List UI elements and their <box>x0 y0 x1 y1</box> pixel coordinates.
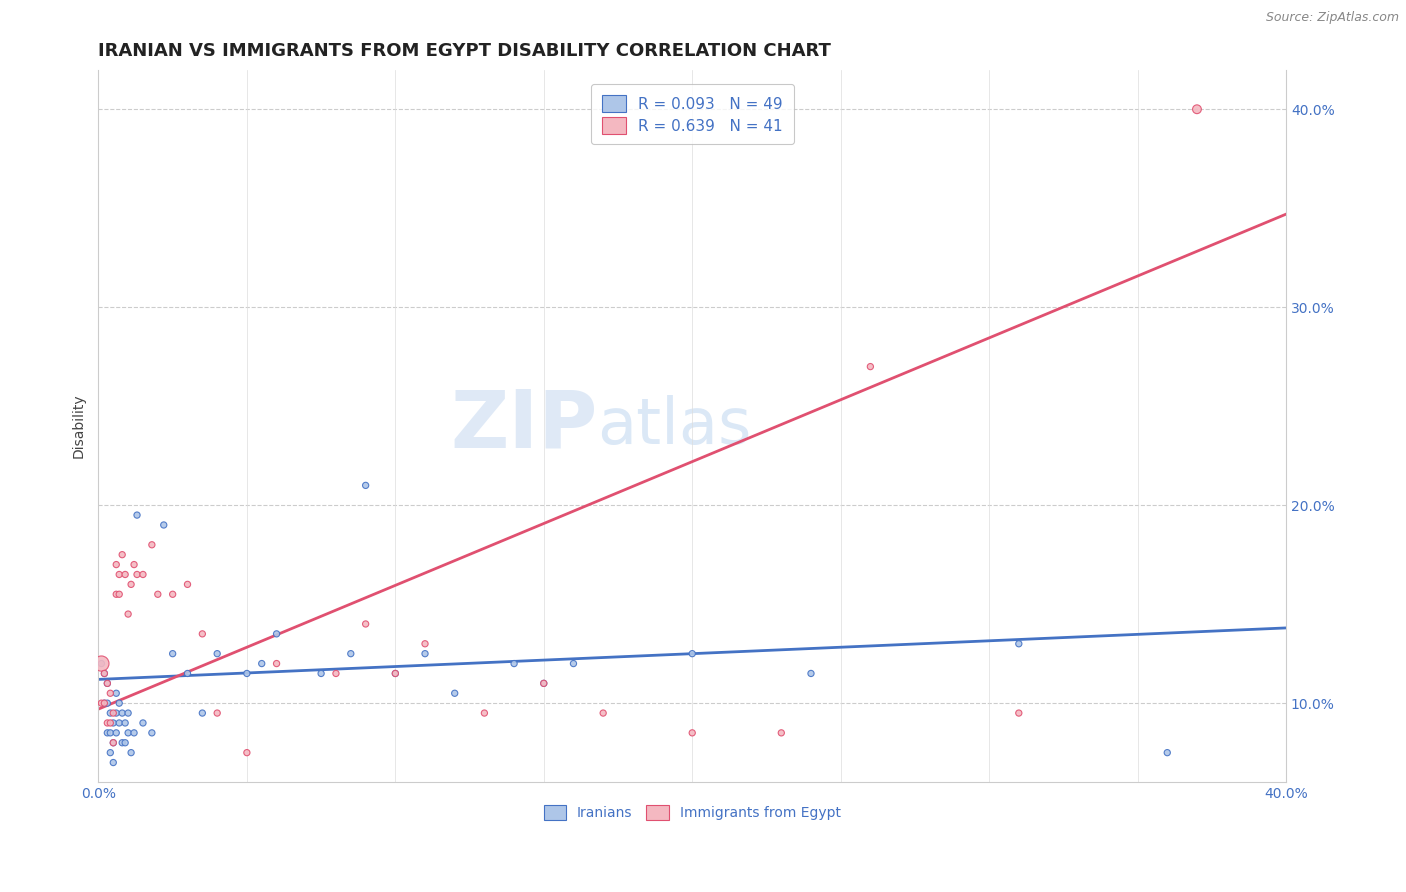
Text: atlas: atlas <box>598 395 752 457</box>
Point <box>122 726 145 740</box>
Point <box>191 627 214 641</box>
Point <box>114 715 136 730</box>
Y-axis label: Disability: Disability <box>72 393 86 458</box>
Point <box>132 715 155 730</box>
Legend: Iranians, Immigrants from Egypt: Iranians, Immigrants from Egypt <box>538 799 846 825</box>
Point <box>114 736 136 750</box>
Point <box>205 706 228 720</box>
Point <box>108 696 131 710</box>
Point <box>384 666 406 681</box>
Point <box>176 577 198 591</box>
Point <box>114 567 136 582</box>
Point <box>122 558 145 572</box>
Point <box>111 706 134 720</box>
Point <box>152 518 174 533</box>
Point <box>770 726 793 740</box>
Point <box>103 706 125 720</box>
Point <box>111 548 134 562</box>
Point <box>503 657 526 671</box>
Point <box>1008 637 1031 651</box>
Point <box>533 676 555 690</box>
Point <box>325 666 347 681</box>
Point <box>354 478 377 492</box>
Point <box>800 666 823 681</box>
Point <box>413 637 436 651</box>
Point <box>340 647 363 661</box>
Point <box>96 715 118 730</box>
Point <box>98 746 121 760</box>
Point <box>108 587 131 601</box>
Point <box>176 666 198 681</box>
Point <box>681 647 703 661</box>
Point <box>93 666 115 681</box>
Point <box>96 676 118 690</box>
Text: Source: ZipAtlas.com: Source: ZipAtlas.com <box>1265 11 1399 24</box>
Point <box>103 715 125 730</box>
Point <box>384 666 406 681</box>
Point <box>266 657 288 671</box>
Point <box>592 706 614 720</box>
Point <box>474 706 496 720</box>
Point <box>205 647 228 661</box>
Point <box>98 715 121 730</box>
Point <box>250 657 273 671</box>
Point <box>132 567 155 582</box>
Point <box>90 657 112 671</box>
Point <box>859 359 882 374</box>
Text: ZIP: ZIP <box>450 387 598 465</box>
Point <box>111 736 134 750</box>
Point <box>105 686 128 700</box>
Point <box>162 647 184 661</box>
Point <box>117 726 139 740</box>
Point <box>96 726 118 740</box>
Point <box>93 666 115 681</box>
Point <box>562 657 585 671</box>
Text: IRANIAN VS IMMIGRANTS FROM EGYPT DISABILITY CORRELATION CHART: IRANIAN VS IMMIGRANTS FROM EGYPT DISABIL… <box>98 42 831 60</box>
Point <box>236 746 259 760</box>
Point <box>1185 102 1208 116</box>
Point <box>105 587 128 601</box>
Point <box>162 587 184 601</box>
Point <box>125 508 148 522</box>
Point <box>98 726 121 740</box>
Point <box>98 706 121 720</box>
Point <box>413 647 436 661</box>
Point <box>354 617 377 632</box>
Point <box>117 706 139 720</box>
Point <box>90 696 112 710</box>
Point <box>103 736 125 750</box>
Point <box>1156 746 1178 760</box>
Point <box>108 567 131 582</box>
Point <box>105 706 128 720</box>
Point <box>117 607 139 621</box>
Point <box>533 676 555 690</box>
Point <box>98 686 121 700</box>
Point <box>93 696 115 710</box>
Point <box>103 736 125 750</box>
Point <box>120 746 142 760</box>
Point <box>141 726 163 740</box>
Point <box>120 577 142 591</box>
Point <box>191 706 214 720</box>
Point <box>141 538 163 552</box>
Point <box>125 567 148 582</box>
Point <box>103 756 125 770</box>
Point <box>96 696 118 710</box>
Point <box>105 558 128 572</box>
Point <box>236 666 259 681</box>
Point <box>309 666 332 681</box>
Point <box>90 657 112 671</box>
Point <box>443 686 465 700</box>
Point <box>681 726 703 740</box>
Point <box>108 715 131 730</box>
Point <box>266 627 288 641</box>
Point <box>105 726 128 740</box>
Point <box>93 696 115 710</box>
Point <box>96 676 118 690</box>
Point <box>146 587 169 601</box>
Point <box>1008 706 1031 720</box>
